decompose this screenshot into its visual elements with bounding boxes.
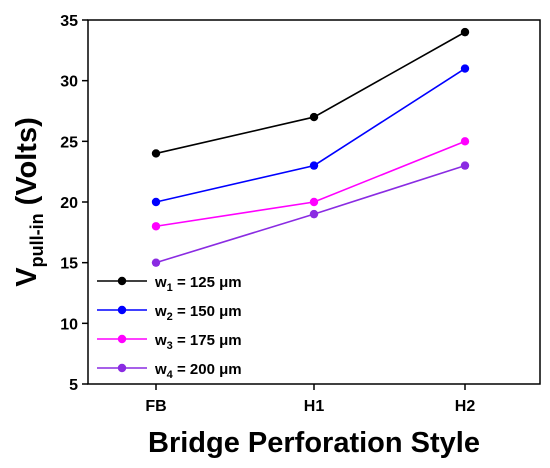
legend-label-rest: = 200 μm bbox=[173, 361, 242, 378]
data-point bbox=[151, 197, 161, 207]
data-point bbox=[460, 64, 470, 73]
y-tick-label: 10 bbox=[60, 316, 78, 333]
data-point bbox=[309, 197, 319, 207]
y-axis-title-main: V bbox=[11, 267, 43, 287]
x-tick-label: H1 bbox=[304, 398, 325, 415]
series-1 bbox=[151, 27, 470, 158]
data-point bbox=[309, 209, 319, 219]
legend-label: w3 = 175 μm bbox=[154, 332, 242, 352]
x-axis: FB H1 H2 bbox=[145, 384, 475, 415]
legend-label-subscript: 1 bbox=[167, 282, 173, 294]
data-point bbox=[309, 161, 319, 170]
legend-marker bbox=[117, 276, 127, 286]
legend-item: w3 = 175 μm bbox=[97, 332, 242, 352]
series-4 bbox=[151, 161, 470, 267]
legend-label-main: w bbox=[154, 274, 167, 291]
data-point bbox=[309, 112, 319, 122]
data-point bbox=[151, 149, 161, 158]
series-line bbox=[155, 67, 466, 203]
legend-label-subscript: 4 bbox=[167, 369, 174, 381]
legend-label-rest: = 175 μm bbox=[173, 332, 242, 349]
legend-label-rest: = 125 μm bbox=[173, 274, 242, 291]
y-axis-title-unit: (Volts) bbox=[11, 117, 43, 213]
series-2 bbox=[151, 64, 470, 207]
y-tick-label: 5 bbox=[69, 377, 78, 394]
y-axis-title: Vpull-in (Volts) bbox=[11, 117, 47, 286]
x-tick-label: H2 bbox=[455, 398, 476, 415]
legend-label: w2 = 150 μm bbox=[154, 303, 242, 323]
legend-label-subscript: 3 bbox=[167, 340, 173, 352]
data-point bbox=[460, 161, 470, 170]
data-point bbox=[460, 27, 470, 37]
y-tick-label: 35 bbox=[60, 13, 78, 30]
data-point bbox=[151, 258, 161, 267]
legend-label: w1 = 125 μm bbox=[154, 274, 242, 294]
series-3 bbox=[151, 137, 470, 231]
series-layer bbox=[151, 27, 470, 267]
legend-label-main: w bbox=[154, 332, 167, 349]
x-tick-label: FB bbox=[145, 398, 166, 415]
legend-marker bbox=[117, 363, 127, 373]
y-tick-label: 15 bbox=[60, 256, 78, 273]
y-axis: 5 10 15 20 25 30 35 bbox=[60, 13, 88, 394]
legend-marker bbox=[117, 305, 127, 315]
legend-label-subscript: 2 bbox=[167, 311, 173, 323]
legend-item: w4 = 200 μm bbox=[97, 361, 242, 381]
legend-label-main: w bbox=[154, 361, 167, 378]
legend-item: w2 = 150 μm bbox=[97, 303, 242, 323]
x-axis-title: Bridge Perforation Style bbox=[148, 427, 480, 459]
legend-label: w4 = 200 μm bbox=[154, 361, 242, 381]
legend-label-rest: = 150 μm bbox=[173, 303, 242, 320]
legend-label-main: w bbox=[154, 303, 167, 320]
y-tick-label: 25 bbox=[60, 134, 78, 151]
y-tick-label: 30 bbox=[60, 74, 78, 91]
y-axis-title-subscript: pull-in bbox=[27, 213, 47, 267]
legend-marker bbox=[117, 334, 127, 344]
y-tick-label: 20 bbox=[60, 195, 78, 212]
data-point bbox=[151, 222, 161, 231]
data-point bbox=[460, 137, 470, 146]
legend-item: w1 = 125 μm bbox=[97, 274, 242, 294]
series-line bbox=[155, 31, 466, 155]
